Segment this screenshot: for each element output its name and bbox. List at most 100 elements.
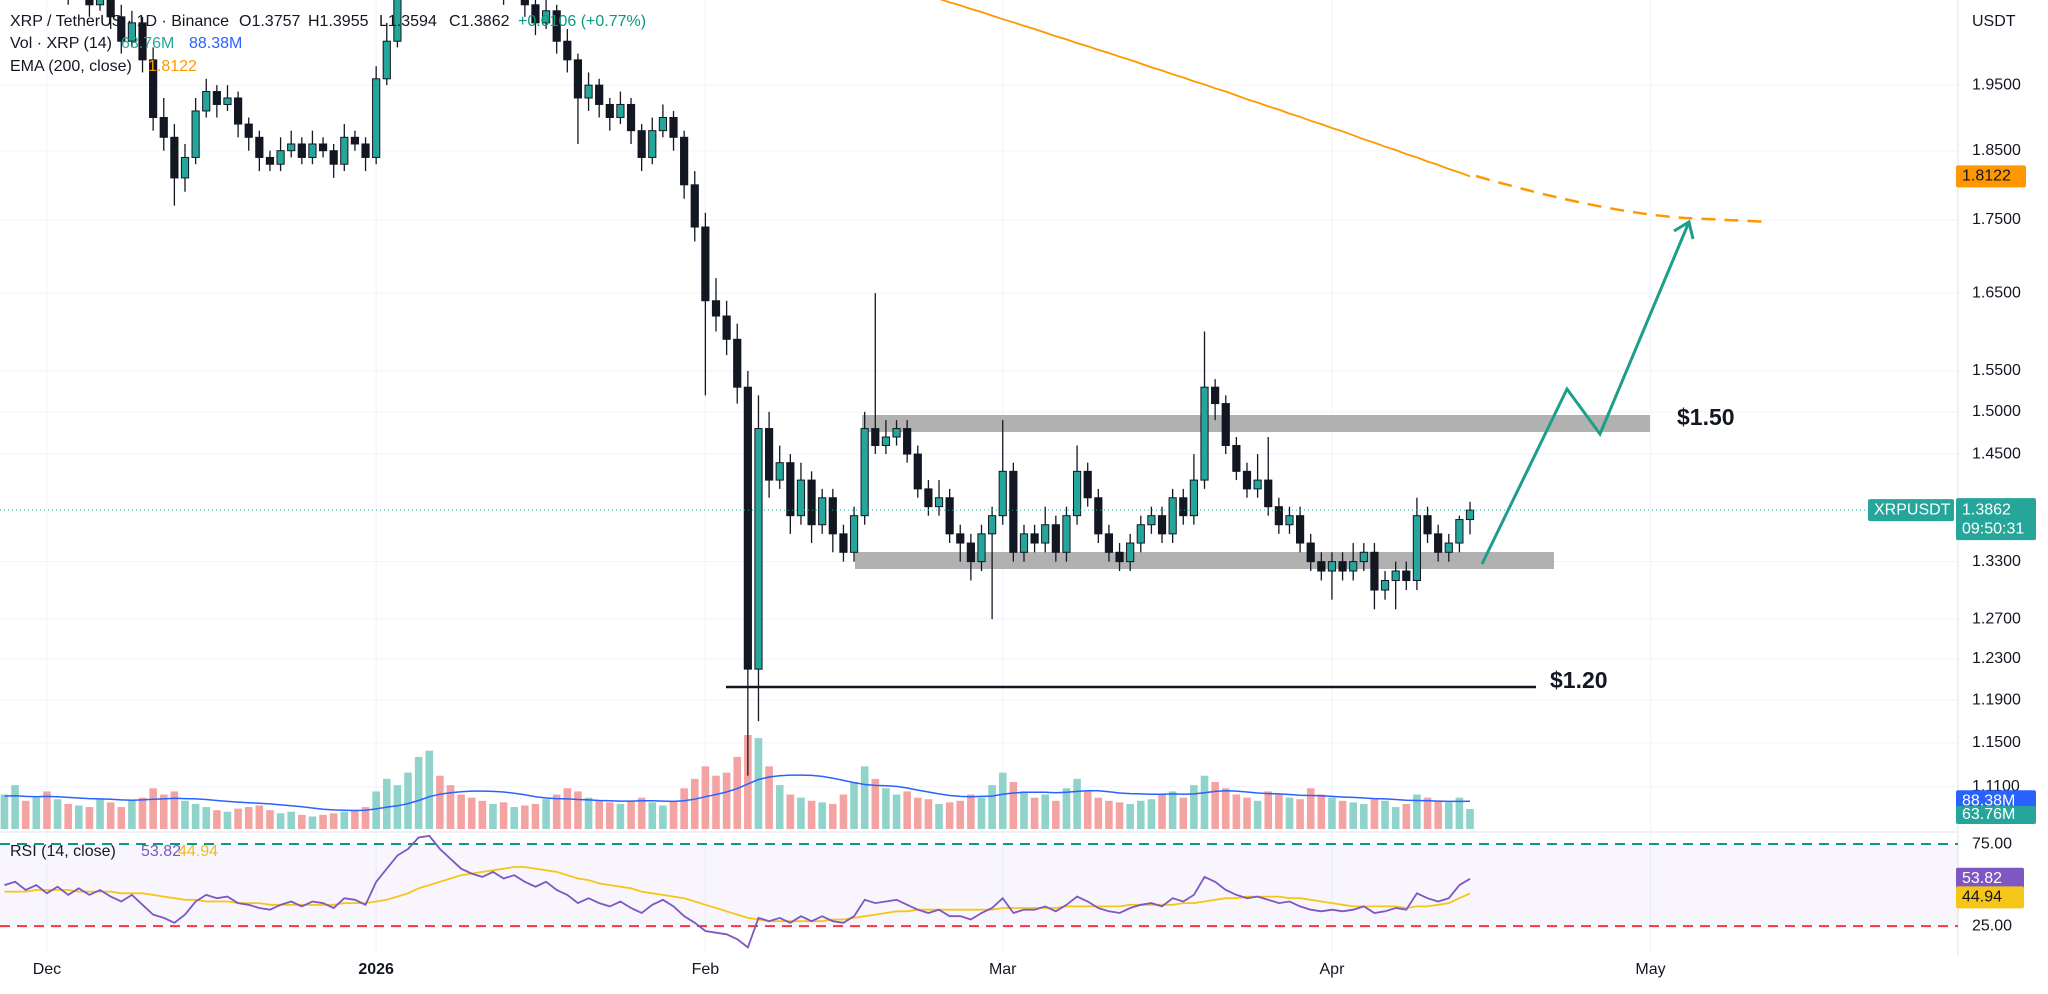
volume-bar — [829, 803, 837, 829]
candle-body — [382, 40, 391, 80]
y-tick-label: 1.3300 — [1972, 553, 2021, 570]
volume-bar — [605, 802, 614, 829]
candle-body — [531, 4, 540, 24]
volume-bar — [1200, 775, 1209, 829]
candle-body — [106, 0, 115, 18]
candle-body — [1423, 515, 1432, 535]
candle-body — [584, 84, 593, 99]
candle-body — [1157, 515, 1167, 535]
volume-bar — [64, 803, 72, 829]
volume-ma-line — [4, 774, 1471, 812]
volume-bar — [1020, 791, 1028, 829]
volume-bar — [53, 799, 62, 829]
candle-body — [934, 497, 944, 508]
volume-bar — [659, 805, 667, 829]
ohlc-open: O1.3757 — [239, 13, 300, 30]
candle-body — [393, 0, 402, 42]
x-tick-label: May — [1635, 961, 1665, 978]
candle-body — [616, 103, 625, 118]
volume-bar — [1073, 778, 1081, 829]
volume-bar — [765, 766, 773, 829]
candle-body — [1402, 570, 1411, 581]
y-tick-label: 1.7500 — [1972, 211, 2021, 228]
candle-body — [1019, 533, 1029, 553]
candle-body — [340, 136, 349, 165]
volume-bar — [1455, 797, 1464, 829]
volume-legend-value: 63.76M — [121, 35, 174, 52]
rsi-ma-line — [4, 866, 1471, 923]
candle-body — [1391, 570, 1400, 581]
volume-bar — [584, 797, 593, 829]
rsi-legend-value: 53.82 — [141, 843, 181, 860]
volume-bar — [797, 797, 805, 829]
candle-body — [690, 184, 699, 228]
candle-body — [1168, 497, 1177, 535]
volume-bar — [1168, 791, 1177, 829]
volume-legend: Vol · XRP (14) — [10, 35, 112, 52]
candle-body — [255, 136, 264, 158]
y-tick-label: 1.1900 — [1972, 691, 2021, 708]
rsi-ma-legend-value: 44.94 — [178, 843, 218, 860]
candle-body — [85, 0, 94, 6]
volume-bar — [361, 807, 370, 829]
ohlc-close: C1.3862 — [449, 13, 510, 30]
candle-body — [552, 10, 561, 42]
candle-body — [1009, 470, 1018, 553]
candle-body — [318, 143, 328, 152]
x-tick-label: 2026 — [358, 961, 394, 978]
candle-body — [945, 497, 954, 535]
candle-body — [244, 123, 253, 138]
volume-bar — [425, 750, 434, 829]
candle-body — [733, 338, 742, 388]
rsi-band — [0, 844, 1958, 927]
symbol-badge: XRPUSDT — [1874, 501, 1951, 518]
volume-bar — [244, 807, 253, 829]
volume-bar — [1052, 800, 1060, 829]
candle-body — [1041, 524, 1050, 544]
volume-bar — [149, 788, 157, 829]
volume-bar — [276, 813, 285, 829]
candle-body — [1104, 533, 1114, 553]
volume-bar — [945, 802, 954, 829]
volume-bar — [298, 814, 306, 829]
currency: USDT — [1972, 13, 2016, 30]
volume-bar — [457, 794, 465, 829]
volume-bar — [1136, 800, 1145, 829]
candle-body — [1200, 386, 1209, 481]
volume-bar — [1211, 782, 1219, 829]
candle-body — [287, 143, 296, 152]
volume-bar — [11, 785, 19, 829]
candle-body — [605, 103, 614, 118]
support-label: $1.20 — [1550, 667, 1608, 693]
projection-arrow — [1480, 219, 1695, 565]
volume-bar — [1317, 794, 1326, 829]
volume-bar — [1147, 799, 1156, 829]
candle-body — [743, 386, 752, 670]
volume-bar — [340, 811, 349, 829]
volume-bar — [1253, 800, 1262, 829]
volume-bar — [372, 791, 380, 829]
volume-bar — [913, 797, 922, 829]
volume-bar — [1296, 799, 1304, 829]
volume-bar — [669, 800, 678, 829]
candle-body — [1136, 524, 1145, 544]
candle-body — [680, 136, 689, 186]
volume-bar — [319, 814, 327, 829]
candle-body — [1253, 479, 1262, 490]
volume-bar — [807, 800, 816, 829]
price-badge-bg — [1956, 498, 2036, 541]
volume-bar — [478, 800, 487, 829]
volume-bar — [860, 766, 869, 829]
candle-body — [233, 97, 243, 125]
volume-bar — [1444, 802, 1453, 829]
volume-bar — [32, 797, 41, 829]
volume-bar — [744, 735, 752, 829]
volume-bar — [616, 803, 625, 829]
volume-bar — [722, 772, 731, 829]
ema-legend-value: 1.8122 — [148, 58, 197, 75]
candle-body — [1072, 470, 1082, 517]
volume-bar — [0, 794, 9, 829]
volume-bar — [266, 810, 274, 829]
ema-line — [939, 0, 1471, 178]
